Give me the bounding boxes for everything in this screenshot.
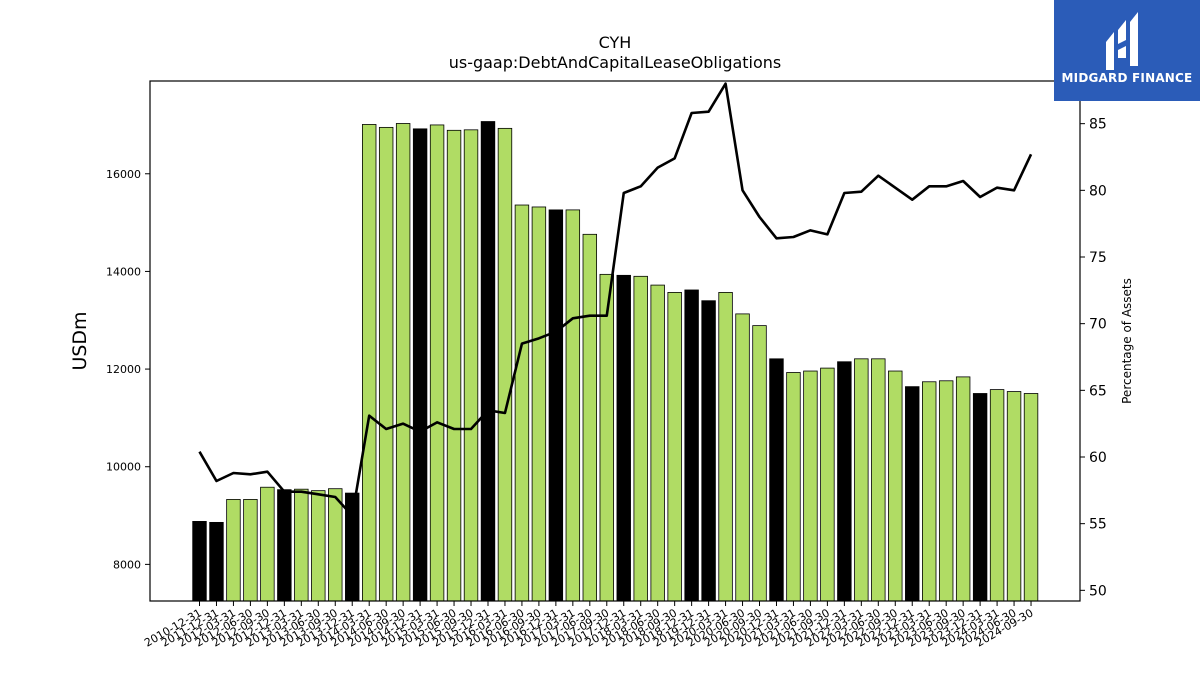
bar <box>718 292 733 602</box>
y-tick-label: 8000 <box>113 558 141 571</box>
y-axis: 8000 10000 12000 14000 16000 <box>106 168 150 571</box>
y2-tick-label: 50 <box>1089 583 1107 599</box>
y2-tick-label: 75 <box>1089 250 1107 266</box>
bar <box>582 233 598 602</box>
midgard-logo-mark-icon <box>1106 12 1138 70</box>
bar <box>1023 393 1039 602</box>
bar <box>243 499 258 602</box>
bar <box>446 129 462 602</box>
bar <box>633 275 648 602</box>
bar <box>769 358 784 602</box>
y-tick-label: 10000 <box>106 461 141 474</box>
y2-axis-label: Percentage of Assets <box>1120 278 1134 404</box>
logo-text: MIDGARD FINANCE <box>1061 71 1193 85</box>
line-series <box>198 82 1033 517</box>
bar <box>938 380 954 602</box>
y-axis-label: USDm <box>69 311 91 370</box>
bar <box>463 129 479 602</box>
bar <box>854 358 869 602</box>
midgard-finance-logo: MIDGARD FINANCE <box>1054 0 1200 101</box>
bar <box>361 124 377 602</box>
bar <box>667 292 682 602</box>
y2-tick-label: 70 <box>1089 317 1107 333</box>
y2-tick-label: 65 <box>1089 383 1107 399</box>
bar <box>412 128 428 602</box>
bar <box>905 386 920 602</box>
bar <box>548 209 564 602</box>
bar <box>684 289 699 602</box>
bar <box>378 126 394 602</box>
bar <box>922 381 937 602</box>
bar <box>701 300 716 602</box>
y-tick-label: 12000 <box>106 363 141 376</box>
y2-tick-label: 60 <box>1089 450 1107 466</box>
bar <box>735 313 750 602</box>
y2-tick-label: 80 <box>1089 183 1107 199</box>
bar <box>803 370 818 602</box>
bar <box>565 209 581 602</box>
bar <box>311 490 326 602</box>
chart-title: CYH <box>599 33 632 52</box>
bar <box>989 389 1005 602</box>
y2-axis: 50 55 60 65 70 75 80 85 <box>1080 117 1107 599</box>
bar <box>820 367 835 602</box>
bar <box>955 376 971 602</box>
y-tick-label: 16000 <box>106 168 141 181</box>
bar <box>480 121 496 602</box>
plot-frame <box>149 80 1081 602</box>
bar <box>888 370 903 602</box>
bar <box>395 123 411 602</box>
y2-tick-label: 85 <box>1089 117 1107 133</box>
bar <box>209 521 224 602</box>
bar <box>192 521 207 602</box>
bar <box>260 486 275 602</box>
y2-tick-label: 55 <box>1089 517 1107 533</box>
bar <box>616 274 631 602</box>
chart-subtitle: us-gaap:DebtAndCapitalLeaseObligations <box>449 53 782 72</box>
y-tick-label: 14000 <box>106 265 141 278</box>
bar <box>429 124 445 602</box>
bar <box>972 393 988 602</box>
bar <box>650 284 665 602</box>
line-path <box>198 82 1033 517</box>
bar <box>294 488 309 602</box>
bar <box>786 372 801 602</box>
bar <box>226 499 241 602</box>
bar <box>752 325 767 602</box>
bar <box>1006 391 1022 602</box>
bar <box>837 361 852 602</box>
bar <box>497 127 513 602</box>
bar <box>514 204 530 602</box>
bar <box>531 206 547 602</box>
bar-series <box>192 121 1039 602</box>
x-axis: 2010-12-312011-12-312012-03-312012-06-30… <box>142 601 1036 650</box>
bar <box>599 273 614 602</box>
bar <box>328 488 343 602</box>
bar <box>871 358 886 602</box>
bar <box>277 489 292 602</box>
